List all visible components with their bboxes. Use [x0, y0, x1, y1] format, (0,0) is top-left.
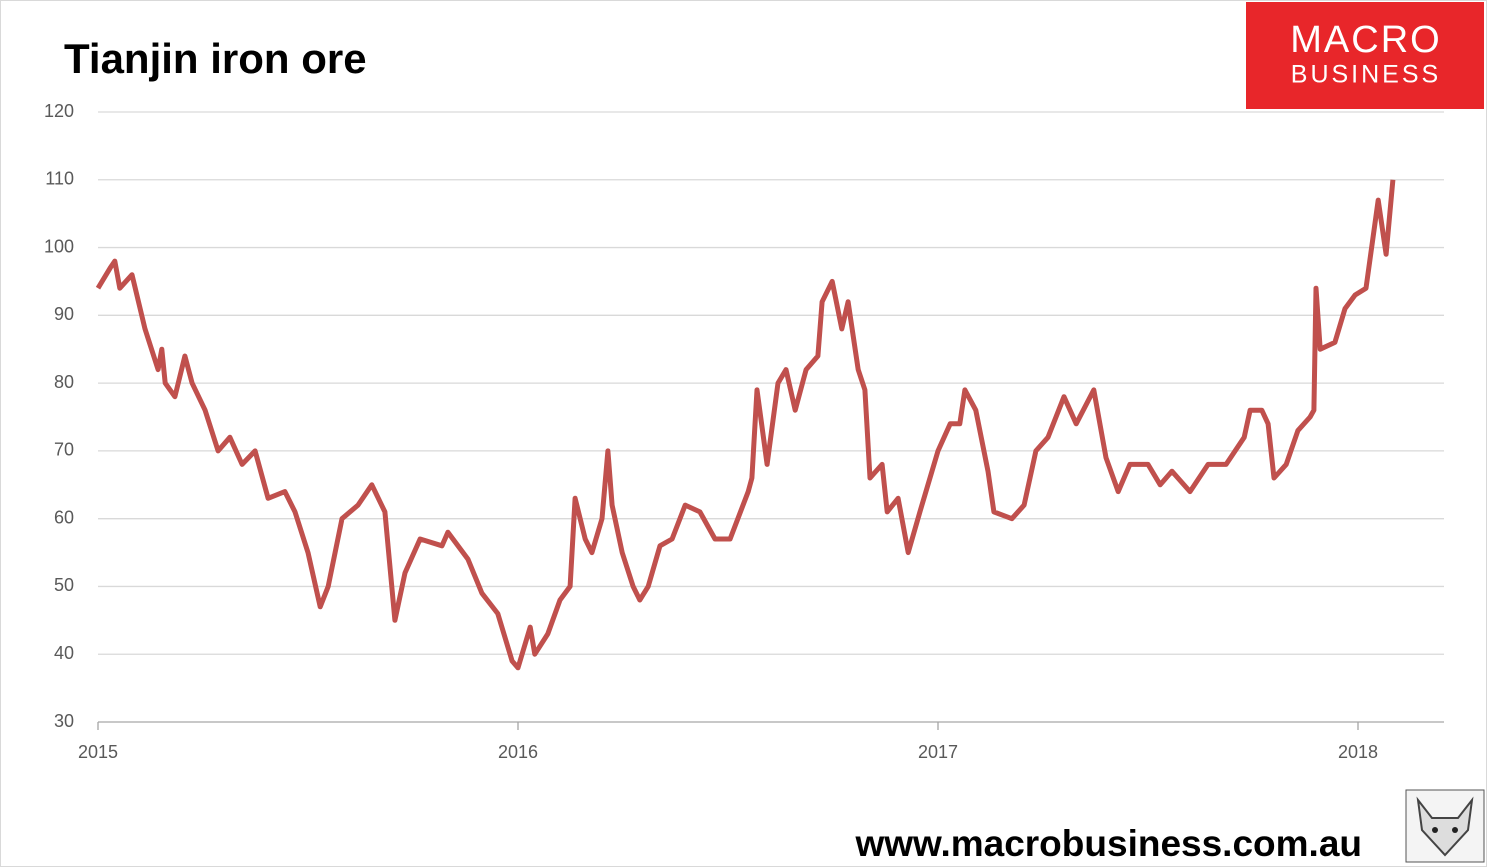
y-tick-label: 80 [54, 372, 74, 392]
y-tick-label: 60 [54, 507, 74, 527]
x-tick-label: 2016 [498, 742, 538, 762]
y-tick-label: 40 [54, 643, 74, 663]
chart-title: Tianjin iron ore [64, 35, 367, 82]
y-tick-label: 100 [44, 236, 74, 256]
series-line [95, 179, 1396, 671]
fox-icon [1405, 789, 1485, 863]
logo-box [1246, 2, 1484, 109]
x-tick-label: 2018 [1338, 742, 1378, 762]
y-tick-label: 30 [54, 711, 74, 731]
x-tick-label: 2017 [918, 742, 958, 762]
x-tick-label: 2015 [78, 742, 118, 762]
y-tick-label: 110 [45, 169, 74, 189]
y-tick-label: 70 [54, 440, 74, 460]
logo-line1: MACRO [1290, 19, 1441, 61]
logo-line2: BUSINESS [1291, 61, 1441, 89]
website: www.macrobusiness.com.au [854, 823, 1362, 864]
y-tick-label: 120 [44, 101, 74, 121]
y-tick-label: 50 [54, 575, 74, 595]
y-tick-label: 90 [54, 304, 74, 324]
